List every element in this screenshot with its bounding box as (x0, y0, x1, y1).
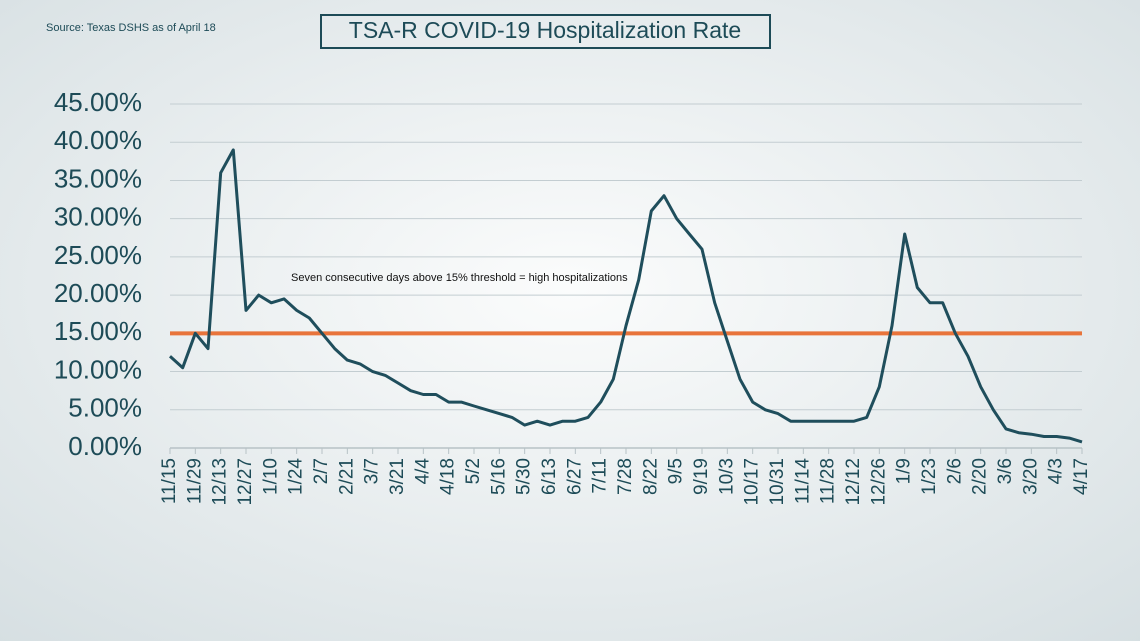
title-box (320, 14, 771, 49)
x-tick-label: 10/3 (716, 458, 737, 495)
y-tick-label: 35.00% (54, 163, 142, 193)
x-tick-label: 5/16 (488, 458, 509, 495)
x-tick-label: 6/27 (564, 458, 585, 495)
x-tick-label: 11/14 (792, 458, 813, 505)
x-tick-label: 11/29 (184, 458, 205, 504)
x-tick-label: 7/28 (615, 458, 636, 495)
x-tick-label: 2/7 (311, 458, 332, 484)
y-tick-label: 15.00% (54, 316, 142, 346)
x-tick-label: 5/30 (514, 458, 535, 495)
x-tick-label: 4/4 (412, 458, 433, 485)
x-tick-label: 2/21 (336, 458, 357, 495)
x-tick-label: 1/23 (919, 458, 940, 495)
x-tick-label: 4/3 (1046, 458, 1067, 484)
x-tick-label: 11/28 (818, 458, 839, 504)
y-tick-label: 10.00% (54, 354, 142, 384)
x-tick-label: 12/12 (843, 458, 864, 506)
x-tick-label: 1/10 (260, 458, 281, 495)
x-tick-label: 2/6 (944, 458, 965, 484)
x-tick-label: 5/2 (463, 458, 484, 484)
x-tick-label: 8/22 (640, 458, 661, 495)
y-tick-label: 25.00% (54, 240, 142, 270)
source: Source: Texas DSHS as of April 18 (46, 22, 216, 34)
x-tick-label: 12/27 (235, 458, 256, 506)
x-tick-label: 3/6 (995, 458, 1016, 484)
y-tick-label: 0.00% (68, 431, 142, 461)
x-tick-label: 10/17 (742, 458, 763, 506)
y-tick-label: 20.00% (54, 278, 142, 308)
x-tick-label: 3/21 (387, 458, 408, 495)
x-tick-label: 1/24 (286, 458, 307, 495)
annotation: Seven consecutive days above 15% thresho… (291, 272, 628, 284)
x-tick-label: 4/17 (1071, 458, 1092, 495)
x-tick-label: 1/9 (894, 458, 915, 484)
x-tick-label: 7/11 (590, 458, 611, 494)
x-tick-label: 3/7 (362, 458, 383, 484)
y-tick-label: 30.00% (54, 202, 142, 232)
y-tick-label: 40.00% (54, 125, 142, 155)
x-tick-label: 6/13 (539, 458, 560, 495)
plot (168, 148, 1083, 444)
x-tick-label: 10/31 (767, 458, 788, 506)
x-tick-label: 3/20 (1020, 458, 1041, 495)
y-tick-label: 45.00% (54, 87, 142, 117)
x-tick-label: 9/19 (691, 458, 712, 495)
series-line (168, 148, 1083, 444)
x-tick-label: 11/15 (159, 458, 180, 504)
x-tick-label: 2/20 (970, 458, 991, 495)
x-tick-label: 9/5 (666, 458, 687, 484)
x-tick-label: 12/26 (868, 458, 889, 506)
chart-title: TSA-R COVID-19 Hospitalization Rate (349, 17, 741, 43)
grid: 0.00% 5.00% 10.00% 15.00% 20.00% 25.00% 30.00%… (54, 87, 1092, 506)
y-tick-label: 5.00% (68, 393, 142, 423)
x-tick-label: 4/18 (438, 458, 459, 495)
x-tick-label: 12/13 (210, 458, 231, 506)
